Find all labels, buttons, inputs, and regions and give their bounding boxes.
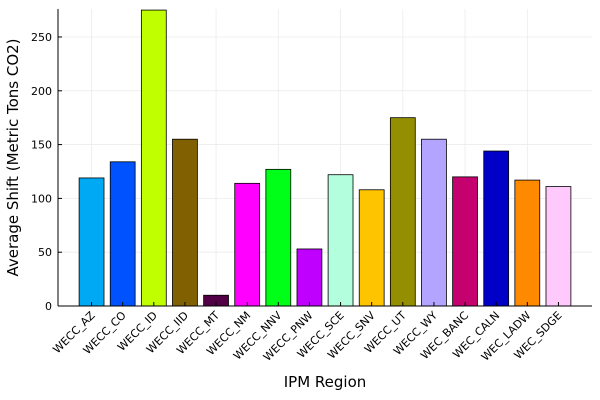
bar-wecc-id [140,9,167,307]
y-tick-label: 100 [31,192,52,205]
bar-wecc-pnw [296,248,323,307]
bar-wecc-wy [421,138,447,307]
y-tick-label: 150 [31,139,52,152]
y-tick-label: 50 [38,246,52,259]
bar-wecc-sce [327,174,354,307]
y-tick-label: 200 [31,85,52,98]
y-axis-label: Average Shift (Metric Tons CO2) [4,38,22,276]
bar-wecc-ut [389,117,416,307]
y-tick-label: 250 [31,31,52,44]
bar-wecc-co [109,161,136,307]
x-axis-label: IPM Region [284,373,367,391]
y-tick-labels: 0 50 100 150 200 250 [31,31,52,313]
bar-wecc-nnv [265,168,292,307]
axes [57,9,592,307]
bar-wecc-az [78,177,105,307]
bar-wec-ladw [514,179,541,307]
bar-wec-banc [452,176,478,307]
bar-wec-sdge [545,186,572,307]
bars-group [78,9,572,307]
bar-wecc-snv [358,189,385,307]
bar-wec-caln [483,150,510,307]
bar-wecc-nm [234,182,261,307]
bar-wecc-iid [172,138,198,307]
grid-lines [58,9,592,307]
x-tick-labels: WECC_AZWECC_COWECC_IDWECC_IIDWECC_MTWECC… [50,309,564,364]
y-tick-label: 0 [45,300,52,313]
